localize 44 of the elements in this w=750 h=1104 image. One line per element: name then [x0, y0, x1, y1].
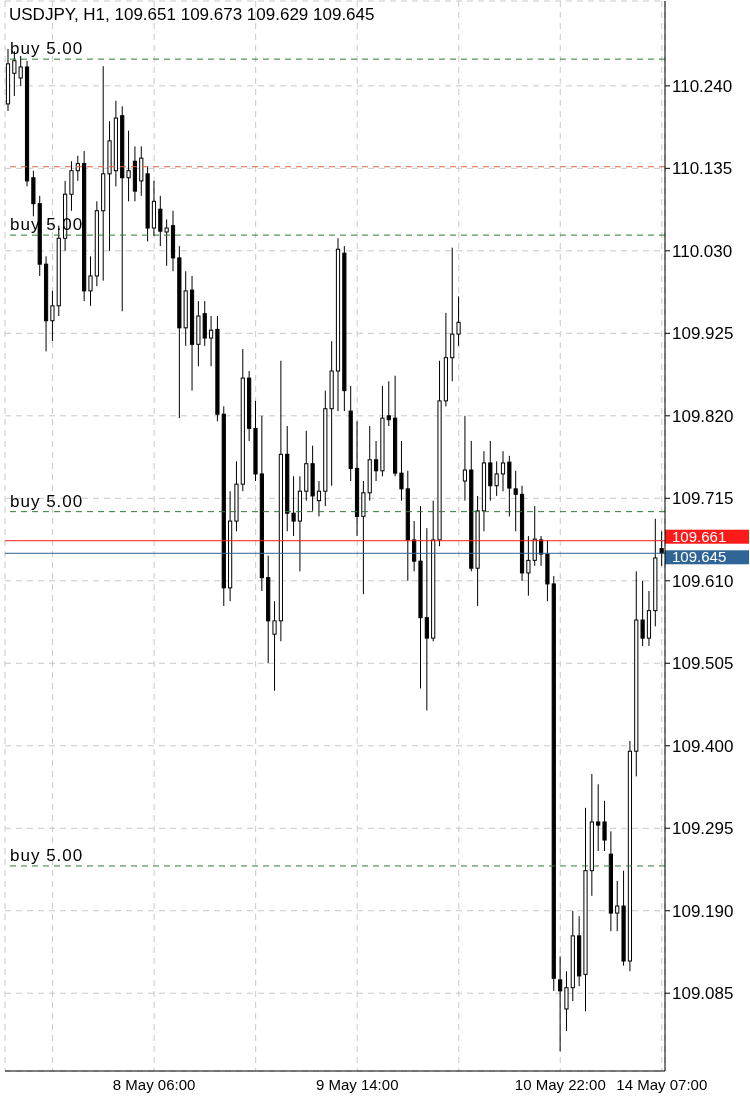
- y-tick-label: 110.135: [672, 159, 733, 179]
- candlestick: [564, 970, 569, 1032]
- candlestick: [291, 475, 296, 537]
- candlestick: [50, 290, 55, 342]
- ref-line-label: buy 5.00: [10, 491, 84, 511]
- y-tick-label: 110.030: [672, 241, 733, 261]
- candlestick: [596, 783, 601, 852]
- y-tick-label: 109.190: [672, 901, 734, 921]
- candlestick: [373, 440, 379, 482]
- chart-title: USDJPY, H1, 109.651 109.673 109.629 109.645: [9, 5, 375, 25]
- ref-line-label: 109.661: [672, 527, 727, 545]
- x-tick-label: 9 May 14:00: [315, 1075, 399, 1093]
- y-tick-label: 110.240: [672, 76, 733, 96]
- ref-line-label: buy 5.00: [10, 845, 84, 865]
- y-tick-label: 109.400: [672, 736, 734, 756]
- candlestick: [386, 380, 391, 427]
- y-tick-label: 109.085: [672, 984, 734, 1004]
- candlestick: [558, 955, 563, 1052]
- candlestick: [456, 295, 461, 347]
- candlestick: [88, 255, 93, 307]
- x-tick-label: 8 May 06:00: [112, 1075, 196, 1093]
- candlestick: [602, 800, 607, 852]
- y-tick-label: 109.610: [672, 571, 734, 591]
- candlestick: [399, 440, 404, 502]
- candlestick: [126, 130, 131, 202]
- candlestick: [500, 450, 506, 492]
- y-tick-label: 109.295: [672, 819, 734, 839]
- x-tick-label: 10 May 22:00: [514, 1075, 606, 1093]
- candlestick: [462, 415, 468, 502]
- y-tick-label: 109.505: [672, 654, 734, 674]
- candlestick: [272, 600, 277, 692]
- y-tick-label: 109.715: [672, 489, 734, 509]
- y-tick-label: 109.925: [672, 324, 734, 344]
- y-tick-label: 109.820: [672, 406, 734, 426]
- candlestick: [615, 880, 620, 932]
- ref-line-label: 109.645: [672, 548, 727, 566]
- candlestick: [412, 520, 417, 572]
- candlestick: [69, 160, 74, 212]
- candlestick: [424, 527, 429, 711]
- candlestick: [208, 315, 214, 367]
- candlestick: [450, 247, 455, 382]
- ref-line-label: buy 5.00: [10, 39, 84, 59]
- x-tick-label: 14 May 07:00: [616, 1075, 708, 1093]
- candlestick: [316, 480, 322, 517]
